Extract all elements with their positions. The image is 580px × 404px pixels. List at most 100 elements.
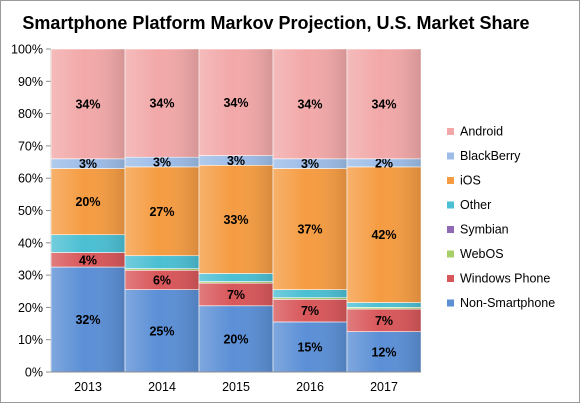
- data-label: 34%: [371, 97, 396, 111]
- bar-segment-shading: [347, 331, 421, 372]
- bar-segment-shading: [51, 267, 125, 372]
- bar-segment-shading: [125, 49, 199, 158]
- data-label: 7%: [227, 288, 245, 302]
- data-label: 3%: [301, 157, 319, 171]
- x-tick-label: 2017: [370, 380, 398, 394]
- data-label: 3%: [227, 154, 245, 168]
- data-label: 6%: [153, 273, 171, 287]
- bar-segment-shading: [51, 168, 125, 235]
- y-tick-label: 10%: [18, 333, 43, 347]
- bar-segment-shading: [199, 273, 273, 282]
- x-tick-label: 2013: [74, 380, 102, 394]
- x-tick-label: 2014: [148, 380, 176, 394]
- y-axis: 0% 10% 20% 30% 40% 50% 60% 70% 80% 90% 100%: [11, 43, 52, 380]
- legend-label: Symbian: [460, 223, 509, 237]
- y-tick-label: 70%: [18, 139, 43, 153]
- data-label: 33%: [223, 213, 248, 227]
- x-axis: 2013 2014 2015 2016 2017: [51, 371, 421, 394]
- legend-swatch: [447, 177, 454, 184]
- y-tick-label: 40%: [18, 236, 43, 250]
- bar-column-2015: 20% 7% 33% 3% 34%: [198, 48, 274, 373]
- legend-label: iOS: [460, 174, 481, 188]
- legend-item-non-smartphone: Non-Smartphone: [447, 296, 555, 310]
- bar-column-2016: 15% 7% 37% 3% 34%: [272, 48, 348, 373]
- legend-swatch: [447, 299, 454, 307]
- legend-swatch: [447, 226, 454, 233]
- y-tick-label: 20%: [18, 301, 43, 315]
- bar-segment-shading: [273, 49, 347, 159]
- legend-label: Non-Smartphone: [460, 296, 555, 310]
- bar-segment-shading: [199, 283, 273, 306]
- bar-segment-shading: [125, 166, 199, 256]
- bar-segment-shading: [347, 158, 421, 167]
- bar-segment-shading: [125, 157, 199, 167]
- bar-segment-shading: [273, 297, 347, 300]
- y-tick-label: 0%: [25, 366, 43, 380]
- data-label: 34%: [297, 97, 322, 111]
- bar-segment-shading: [199, 305, 273, 372]
- legend-swatch: [447, 201, 454, 209]
- legend-item-ios: iOS: [447, 174, 481, 188]
- legend: Android BlackBerry iOS Other Symbian WebOS Win…: [447, 125, 555, 310]
- chart-title: Smartphone Platform Markov Projection, U…: [22, 13, 529, 33]
- y-tick-label: 60%: [18, 172, 43, 186]
- data-label: 20%: [223, 332, 248, 346]
- data-label: 2%: [375, 156, 393, 170]
- data-label: 34%: [149, 97, 174, 111]
- x-tick-label: 2015: [222, 380, 250, 394]
- data-label: 7%: [375, 314, 393, 328]
- bar-segment-shading: [199, 155, 273, 166]
- legend-label: BlackBerry: [460, 149, 521, 163]
- legend-item-other: Other: [447, 198, 491, 212]
- bar-segment-shading: [273, 299, 347, 322]
- data-label: 34%: [223, 96, 248, 110]
- legend-swatch: [447, 128, 454, 135]
- bar-segment-shading: [51, 158, 125, 169]
- legend-item-webos: WebOS: [447, 247, 504, 261]
- y-tick-label: 90%: [18, 75, 43, 89]
- bar-segment-shading: [125, 255, 199, 269]
- data-label: 37%: [297, 223, 322, 237]
- data-label: 3%: [153, 156, 171, 170]
- bar-segment-shading: [51, 234, 125, 253]
- legend-item-blackberry: BlackBerry: [447, 149, 521, 163]
- bar-segment-shading: [199, 281, 273, 284]
- legend-item-symbian: Symbian: [447, 223, 509, 237]
- bar-segment-shading: [273, 289, 347, 298]
- data-label: 7%: [301, 304, 319, 318]
- data-label: 20%: [75, 195, 100, 209]
- bar-segment-shading: [273, 321, 347, 372]
- bar-segment-shading: [347, 302, 421, 308]
- data-label: 15%: [297, 340, 322, 354]
- bar-segment-shading: [51, 252, 125, 268]
- data-label: 4%: [79, 253, 97, 267]
- legend-item-windows-phone: Windows Phone: [447, 272, 550, 286]
- data-label: 12%: [371, 345, 396, 359]
- legend-swatch: [447, 275, 454, 282]
- data-label: 32%: [75, 313, 100, 327]
- data-label: 27%: [149, 205, 174, 219]
- bar-segment-shading: [273, 158, 347, 169]
- bar-segment-shading: [347, 49, 421, 159]
- legend-label: Other: [460, 198, 491, 212]
- legend-label: WebOS: [460, 247, 504, 261]
- y-tick-label: 80%: [18, 107, 43, 121]
- bar-column-2013: 32% 4% 20% 3% 34%: [50, 48, 126, 373]
- data-label: 25%: [149, 324, 174, 338]
- y-tick-label: 50%: [18, 204, 43, 218]
- y-tick-label: 30%: [18, 269, 43, 283]
- bar-segment-shading: [199, 165, 273, 274]
- x-tick-label: 2016: [296, 380, 324, 394]
- bar-segment-shading: [347, 309, 421, 332]
- bars: 32%4%20%3%34%25%6%27%3%34%20%7%33%3%34%1…: [50, 48, 422, 373]
- legend-swatch: [447, 250, 454, 258]
- bar-segment-shading: [51, 49, 125, 159]
- bar-segment-shading: [347, 166, 421, 303]
- bar-segment-shading: [199, 49, 273, 156]
- legend-label: Android: [460, 125, 503, 139]
- bar-column-2017: 12% 7% 42% 2% 34%: [346, 48, 422, 373]
- bar-segment-shading: [273, 168, 347, 290]
- data-label: 3%: [79, 157, 97, 171]
- bar-segment-shading: [125, 289, 199, 372]
